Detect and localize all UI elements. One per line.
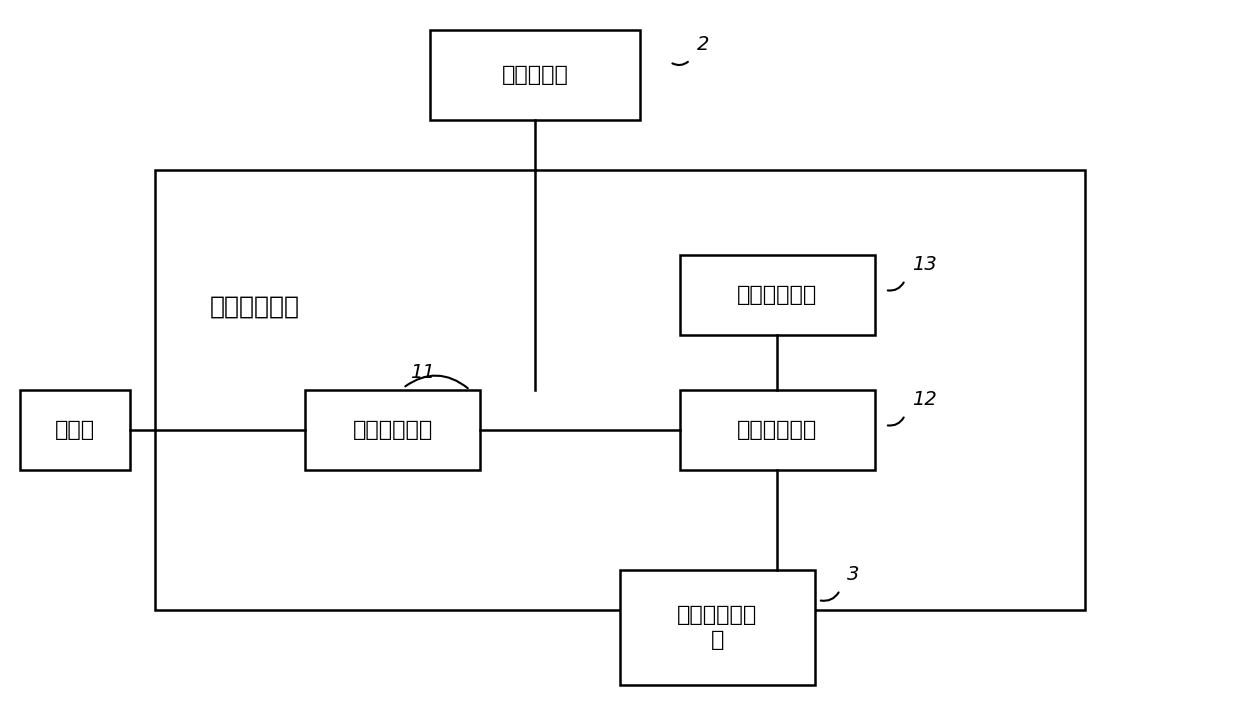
Bar <box>680 390 875 470</box>
Bar <box>430 30 640 120</box>
Bar <box>680 255 875 335</box>
Text: 同步信号电路: 同步信号电路 <box>210 295 300 319</box>
Bar <box>155 170 1085 610</box>
Text: 11: 11 <box>410 363 435 382</box>
Text: 12: 12 <box>911 390 936 409</box>
Text: 多轴控制器: 多轴控制器 <box>501 65 568 85</box>
Text: 差分信号电路: 差分信号电路 <box>738 420 817 440</box>
Text: 光学测头传感
器: 光学测头传感 器 <box>677 605 758 650</box>
Bar <box>620 570 815 685</box>
Text: 信号源: 信号源 <box>55 420 95 440</box>
Text: 13: 13 <box>911 255 936 274</box>
Text: 2: 2 <box>697 35 709 54</box>
Text: 3: 3 <box>847 565 859 584</box>
Bar <box>305 390 480 470</box>
Bar <box>20 390 130 470</box>
Text: 电源转换电路: 电源转换电路 <box>738 285 817 305</box>
Text: 光电耦合模块: 光电耦合模块 <box>352 420 433 440</box>
